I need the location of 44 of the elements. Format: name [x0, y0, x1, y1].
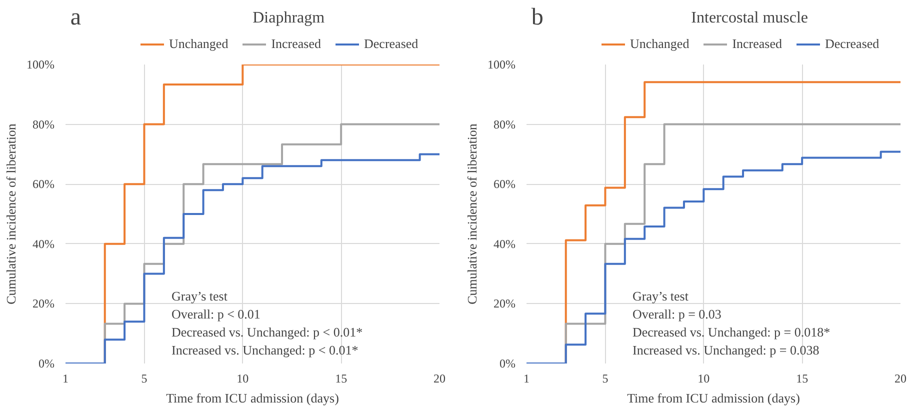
y-tick-label: 0% — [500, 356, 516, 370]
legend-label: Decreased — [364, 36, 418, 52]
x-tick-label: 15 — [796, 372, 808, 386]
y-tick-label: 60% — [32, 177, 55, 192]
x-axis-title: Time from ICU admission (days) — [627, 390, 800, 406]
x-tick-label: 10 — [698, 372, 710, 386]
y-tick-label: 80% — [494, 117, 516, 132]
annotation: Gray’s test — [172, 288, 228, 304]
x-tick-label: 5 — [602, 372, 608, 386]
x-tick-label: 5 — [141, 372, 148, 386]
y-axis-title: Cumulative incidence of liberation — [4, 123, 19, 304]
y-tick-label: 40% — [494, 236, 516, 251]
x-tick-label: 1 — [524, 372, 530, 386]
y-tick-label: 40% — [32, 236, 55, 251]
text: a — [70, 4, 82, 30]
x-tick-label: 1 — [62, 372, 68, 386]
annotation: Increased vs. Unchanged: p = 0.038 — [632, 342, 820, 358]
x-tick-label: 20 — [434, 372, 446, 386]
x-tick-label: 15 — [335, 372, 348, 386]
y-tick-label: 100% — [488, 58, 516, 72]
y-tick-label: 0% — [38, 356, 55, 370]
legend-label: Increased — [732, 36, 782, 52]
legend-label: Unchanged — [169, 36, 228, 52]
annotation: Decreased vs. Unchanged: p = 0.018* — [632, 324, 830, 340]
y-tick-label: 80% — [32, 117, 55, 132]
y-tick-label: 60% — [494, 177, 516, 192]
chart-title: Intercostal muscle — [691, 10, 808, 26]
annotation: Increased vs. Unchanged: p < 0.01* — [172, 342, 358, 358]
x-tick-label: 20 — [894, 372, 906, 386]
annotation: Decreased vs. Unchanged: p < 0.01* — [172, 324, 363, 340]
legend-label: Increased — [271, 36, 322, 52]
chart-title: Diaphragm — [252, 10, 326, 26]
annotation: Overall: p < 0.01 — [172, 306, 260, 322]
text: b — [531, 4, 544, 30]
legend-label: Unchanged — [630, 36, 690, 52]
annotation: Overall: p = 0.03 — [632, 306, 722, 322]
legend-label: Decreased — [825, 36, 880, 52]
y-tick-label: 20% — [32, 296, 55, 311]
y-tick-label: 100% — [26, 58, 55, 72]
y-axis-title: Cumulative incidence of liberation — [464, 123, 480, 304]
x-axis-title: Time from ICU admission (days) — [166, 390, 339, 406]
y-tick-label: 20% — [494, 296, 516, 311]
x-tick-label: 10 — [236, 372, 249, 386]
annotation: Gray’s test — [632, 288, 689, 304]
